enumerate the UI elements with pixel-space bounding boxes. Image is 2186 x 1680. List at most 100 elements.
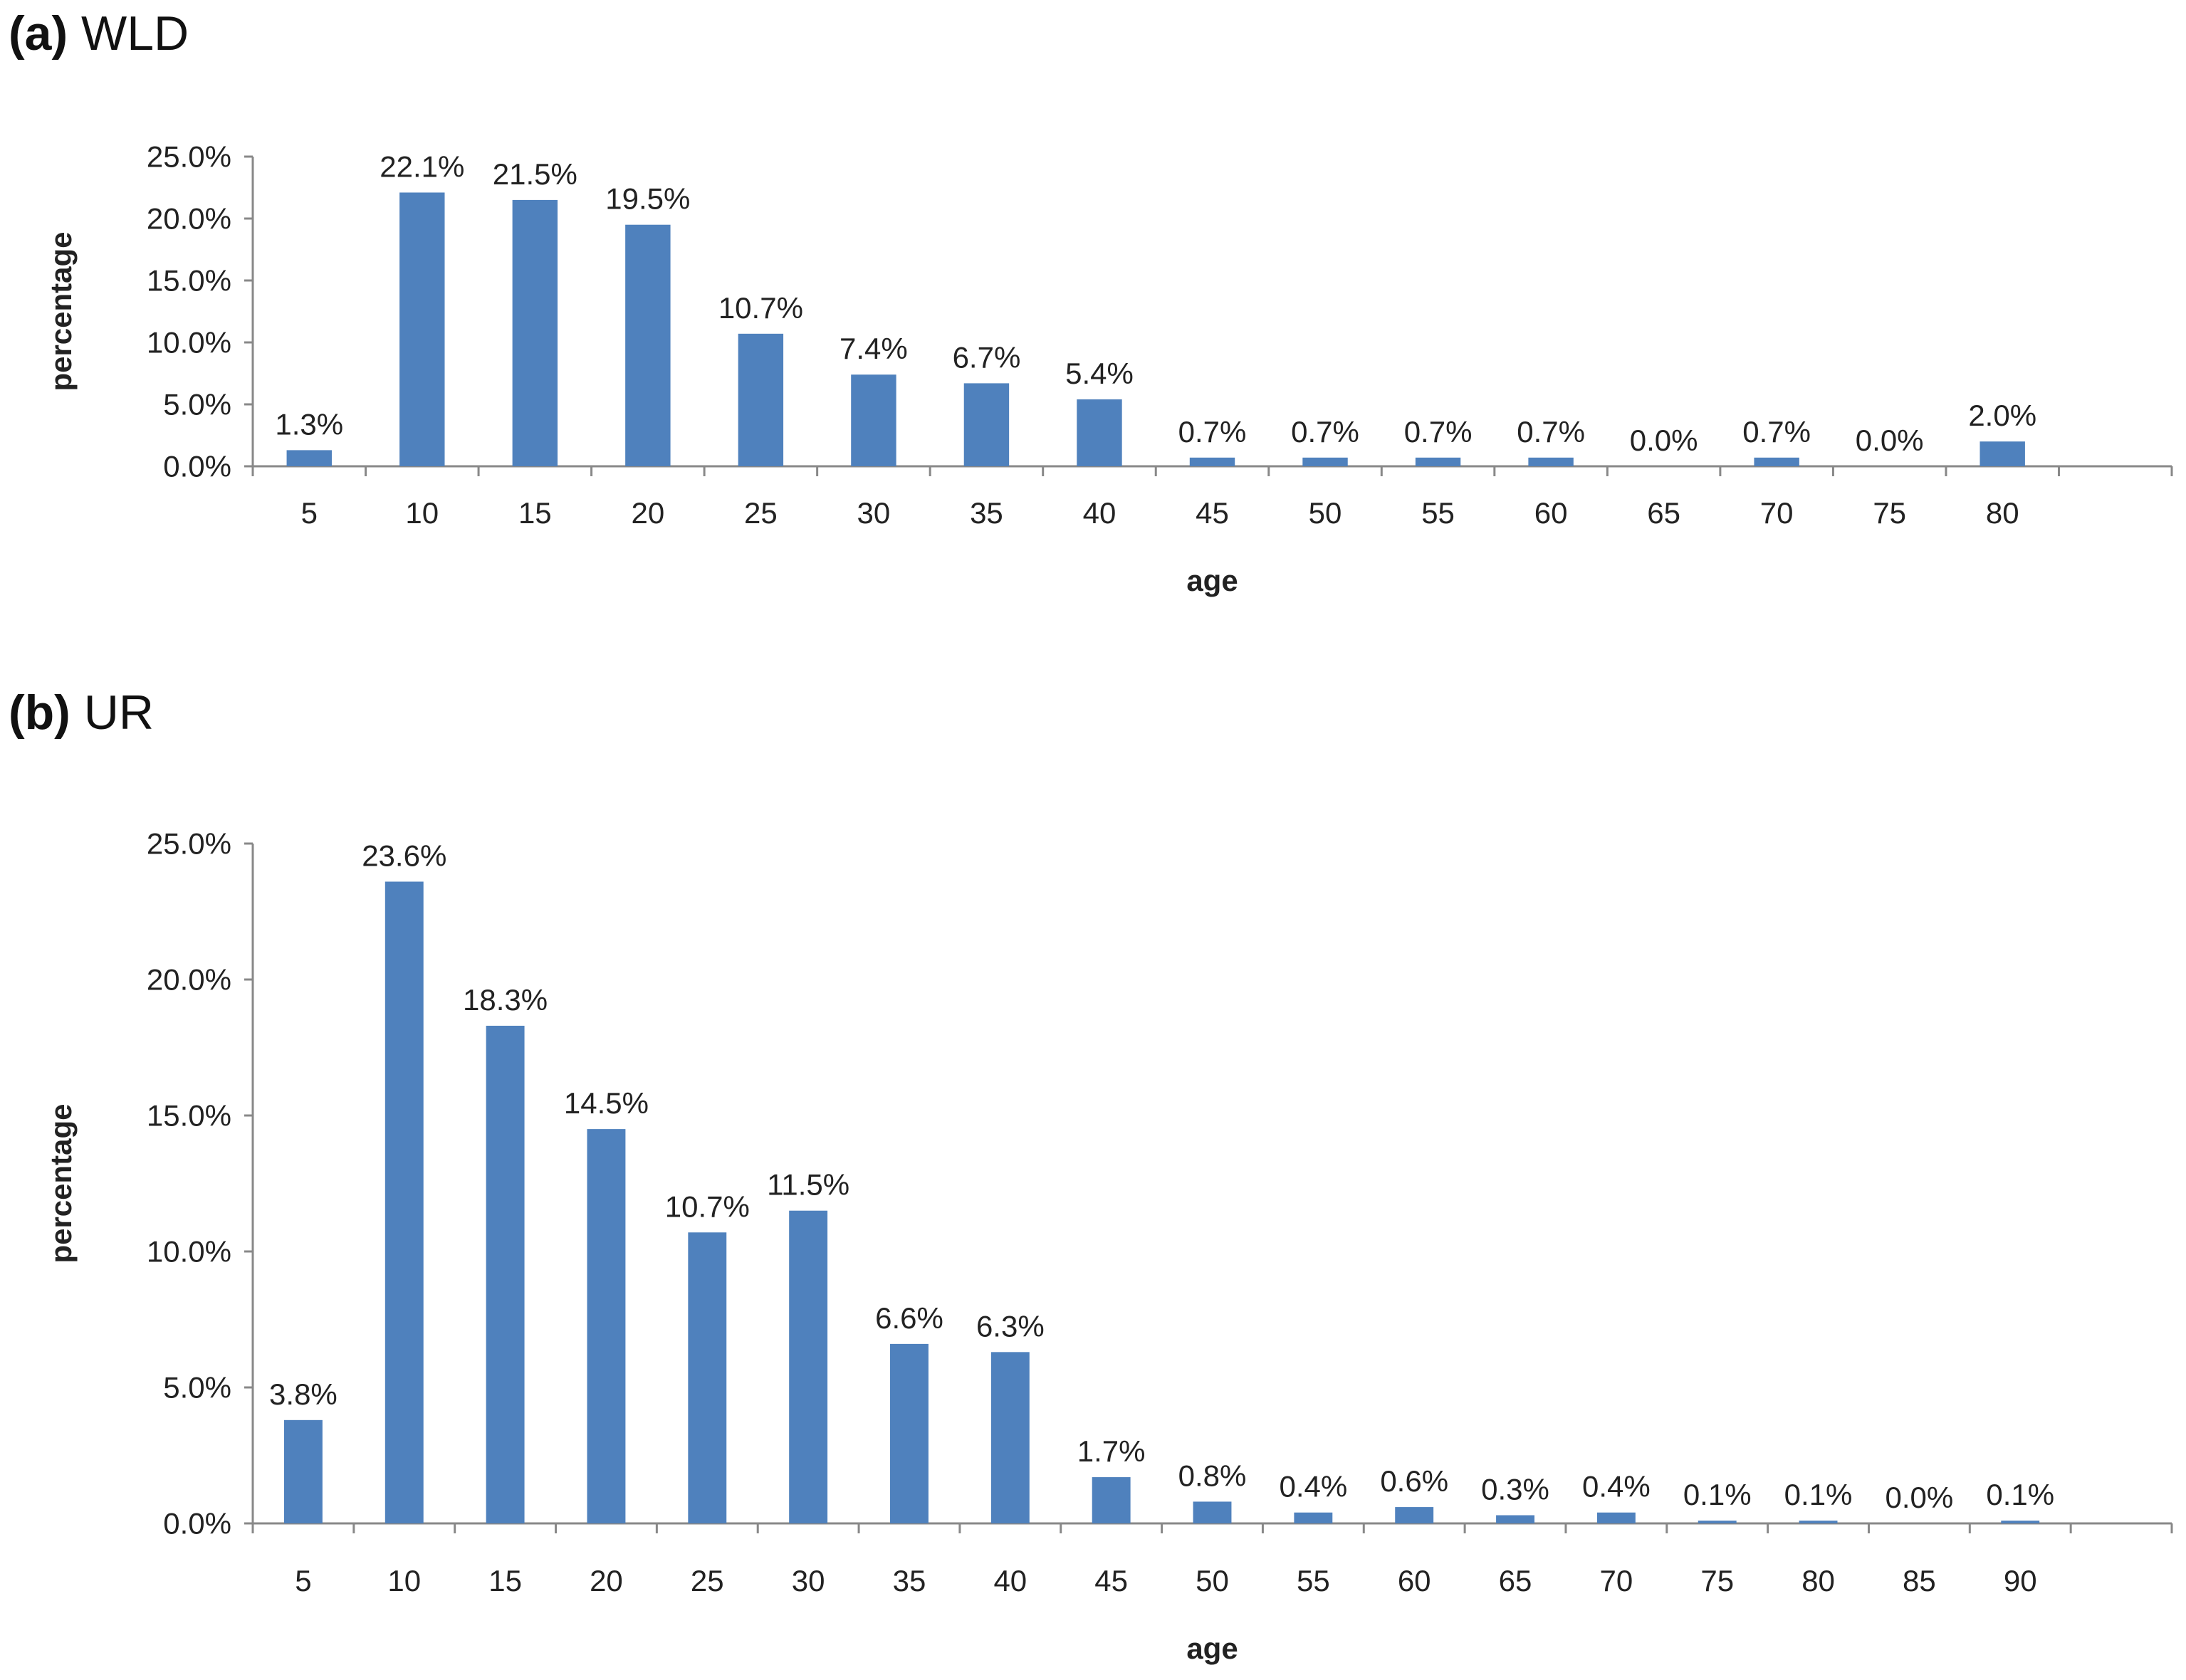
- y-tick-label: 20.0%: [147, 202, 231, 236]
- bar-value-label: 14.5%: [564, 1086, 649, 1120]
- x-tick-label: 50: [1309, 496, 1342, 530]
- x-tick-label: 40: [1083, 496, 1116, 530]
- bar-value-label: 0.0%: [1630, 424, 1698, 457]
- x-tick-label: 30: [857, 496, 891, 530]
- bar-value-label: 0.6%: [1380, 1464, 1448, 1498]
- x-tick-label: 20: [590, 1564, 623, 1597]
- x-tick-label: 40: [993, 1564, 1027, 1597]
- y-tick-label: 0.0%: [163, 450, 231, 483]
- bar: [890, 1343, 929, 1523]
- chart-a: 0.0% 5.0% 10.0% 15.0% 20.0% 25.0% 1.3% 5 22.1% 10…: [44, 140, 2173, 597]
- bar: [625, 224, 671, 466]
- bar: [1092, 1477, 1131, 1523]
- y-tick-label: 15.0%: [147, 264, 231, 298]
- bar: [1528, 457, 1574, 466]
- panel-a-name: WLD: [81, 6, 189, 61]
- y-tick-label: 25.0%: [147, 827, 231, 861]
- bar-value-label: 0.1%: [1784, 1478, 1853, 1511]
- bar: [2001, 1521, 2040, 1523]
- y-axis-title: percentage: [44, 1103, 78, 1263]
- x-tick-label: 10: [405, 496, 439, 530]
- bar-value-label: 0.7%: [1404, 415, 1473, 448]
- y-tick-label: 10.0%: [147, 326, 231, 359]
- bar: [1698, 1521, 1737, 1523]
- x-tick-label: 5: [295, 1564, 311, 1597]
- bar-value-label: 6.3%: [976, 1309, 1045, 1343]
- y-tick-label: 20.0%: [147, 963, 231, 997]
- x-axis-title: age: [1186, 564, 1238, 597]
- bar: [1189, 457, 1235, 466]
- bar: [1496, 1515, 1534, 1523]
- bar: [1754, 457, 1799, 466]
- bar: [1395, 1507, 1434, 1523]
- bar: [1302, 457, 1348, 466]
- x-tick-label: 80: [1801, 1564, 1835, 1597]
- bar-value-label: 1.7%: [1077, 1434, 1146, 1468]
- bar: [385, 881, 424, 1523]
- bar: [1799, 1521, 1838, 1523]
- x-tick-label: 55: [1297, 1564, 1330, 1597]
- x-axis-title: age: [1186, 1632, 1238, 1665]
- bar: [738, 333, 784, 466]
- bar-value-label: 11.5%: [767, 1168, 849, 1202]
- x-tick-label: 80: [1986, 496, 2019, 530]
- x-tick-label: 25: [744, 496, 778, 530]
- bar: [990, 1352, 1030, 1523]
- bar-value-label: 6.7%: [953, 340, 1021, 374]
- bar: [399, 192, 445, 466]
- x-tick-label: 65: [1647, 496, 1680, 530]
- x-tick-label: 50: [1196, 1564, 1229, 1597]
- bar-value-label: 0.7%: [1178, 415, 1247, 448]
- y-tick-label: 0.0%: [163, 1507, 231, 1540]
- y-tick-label: 10.0%: [147, 1235, 231, 1269]
- x-tick-label: 75: [1700, 1564, 1734, 1597]
- bar-value-label: 7.4%: [840, 332, 908, 365]
- y-axis-title: percentage: [44, 231, 78, 391]
- panel-a-label: (a) WLD: [9, 6, 189, 61]
- x-tick-label: 10: [387, 1564, 421, 1597]
- bar-value-label: 0.7%: [1742, 415, 1811, 448]
- bar-value-label: 0.4%: [1582, 1470, 1651, 1503]
- bar: [1077, 399, 1122, 466]
- panel-b-name: UR: [83, 686, 154, 740]
- x-tick-label: 35: [970, 496, 1003, 530]
- bar: [851, 374, 896, 466]
- panel-a-letter: (a): [9, 6, 68, 61]
- bar: [789, 1210, 828, 1523]
- x-tick-label: 15: [518, 496, 552, 530]
- bar-value-label: 21.5%: [493, 157, 577, 191]
- bar-value-label: 5.4%: [1065, 357, 1134, 390]
- bar: [587, 1129, 626, 1523]
- x-tick-label: 55: [1421, 496, 1455, 530]
- x-tick-label: 85: [1903, 1564, 1936, 1597]
- bar-value-label: 3.8%: [269, 1377, 338, 1411]
- bar-value-label: 1.3%: [275, 407, 343, 441]
- y-tick-label: 15.0%: [147, 1099, 231, 1133]
- bar-value-label: 0.7%: [1291, 415, 1359, 448]
- x-tick-label: 75: [1873, 496, 1906, 530]
- bar: [1596, 1512, 1636, 1523]
- x-tick-label: 45: [1094, 1564, 1128, 1597]
- bar-value-label: 2.0%: [1968, 399, 2036, 432]
- x-tick-label: 90: [2004, 1564, 2037, 1597]
- x-tick-label: 70: [1760, 496, 1794, 530]
- x-tick-label: 60: [1534, 496, 1568, 530]
- bar: [963, 383, 1010, 466]
- bar: [1193, 1501, 1232, 1523]
- x-tick-label: 45: [1196, 496, 1229, 530]
- bar-value-label: 10.7%: [718, 291, 803, 325]
- x-tick-label: 65: [1499, 1564, 1532, 1597]
- y-tick-label: 5.0%: [163, 1371, 231, 1405]
- x-tick-label: 35: [893, 1564, 926, 1597]
- x-tick-label: 25: [691, 1564, 724, 1597]
- bar: [486, 1025, 525, 1523]
- bar-value-label: 19.5%: [605, 182, 690, 216]
- bar-value-label: 18.3%: [463, 983, 548, 1017]
- bar: [286, 450, 332, 466]
- x-tick-label: 30: [792, 1564, 825, 1597]
- bar-value-label: 0.8%: [1178, 1459, 1247, 1492]
- chart-b: 0.0% 5.0% 10.0% 15.0% 20.0% 25.0% 3.8% 5 23.6% 10…: [44, 827, 2173, 1665]
- y-tick-label: 5.0%: [163, 388, 231, 421]
- x-tick-label: 70: [1600, 1564, 1633, 1597]
